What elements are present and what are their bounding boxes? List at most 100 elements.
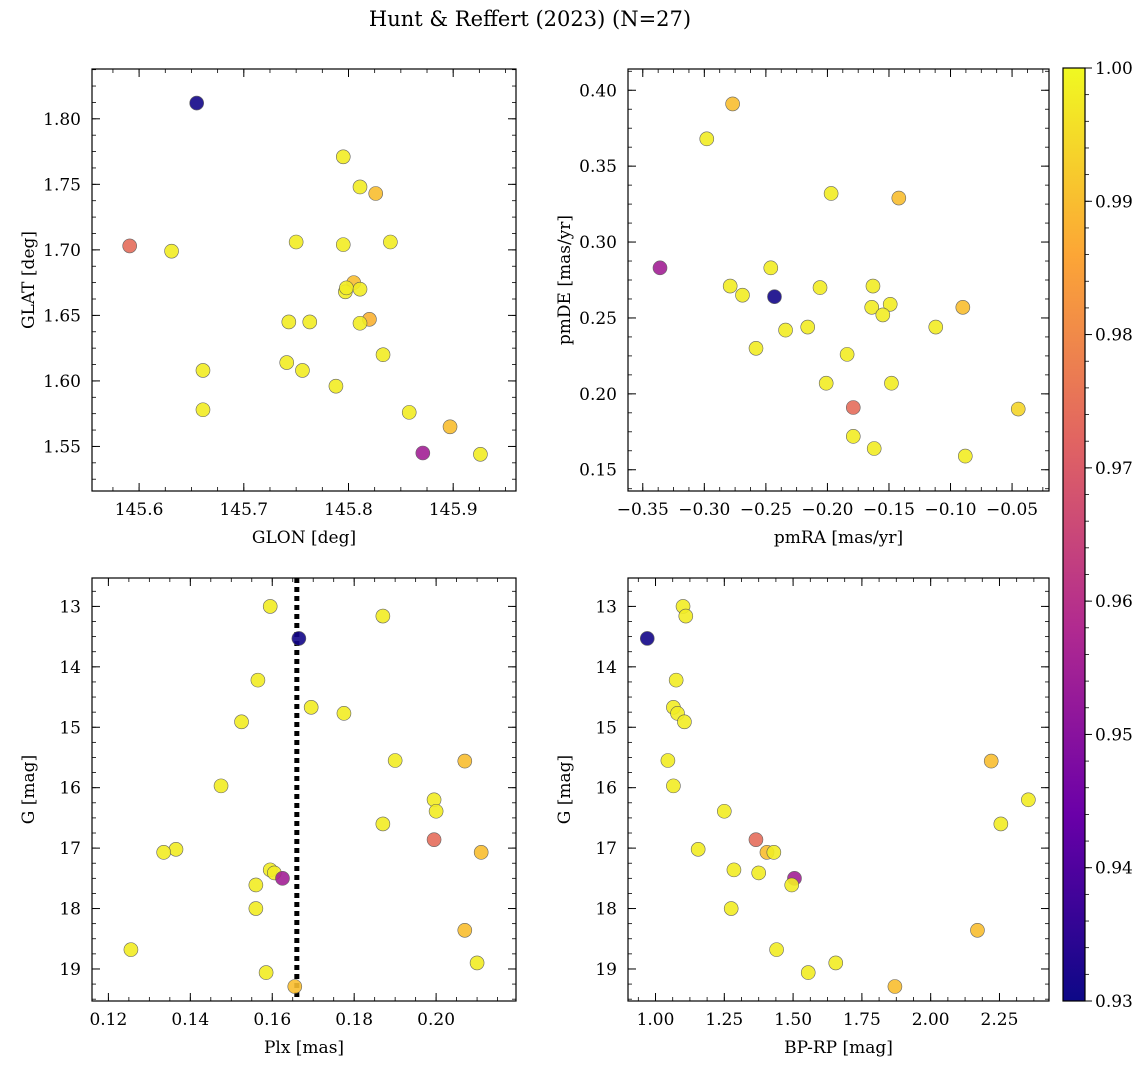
x-tick-label: 145.6	[115, 500, 164, 520]
x-axis-label: pmRA [mas/yr]	[774, 528, 903, 548]
scatter-point	[295, 363, 310, 378]
y-axis-label: GLAT [deg]	[19, 231, 39, 329]
scatter-point	[660, 753, 676, 768]
colorbar-tick-label: 1.00	[1095, 59, 1133, 79]
y-tick-label: 1.70	[43, 241, 81, 261]
scatter-point	[248, 877, 264, 893]
scatter-point	[668, 672, 684, 688]
colorbar-tick-label: 0.95	[1095, 725, 1133, 745]
scatter-point	[690, 842, 706, 857]
y-tick-label: 18	[595, 900, 617, 920]
scatter-point	[955, 300, 971, 315]
axes-frame	[91, 577, 517, 1002]
scatter-point	[352, 315, 368, 331]
scatter-point	[335, 149, 351, 165]
x-tick-label: −0.35	[617, 500, 669, 520]
x-tick-label: 0.18	[335, 1010, 373, 1030]
scatter-point	[845, 400, 861, 415]
x-tick-label: −0.25	[740, 500, 792, 520]
x-tick-label: 145.7	[219, 500, 268, 520]
panel-colour-magnitude: 1.00 1.25 1.50 1.75 2.00 2.25 13 14 15 16 17 18 19 BP…	[555, 577, 1050, 1058]
scatter-point	[865, 278, 881, 294]
scatter-point	[195, 363, 211, 378]
x-axis-label: GLON [deg]	[252, 528, 356, 548]
scatter-point	[457, 753, 473, 769]
scatter-point	[234, 714, 249, 730]
y-tick-label: 19	[59, 960, 81, 980]
panel-parallax-magnitude: 0.12 0.14 0.16 0.18 0.20 13 14 15 16 17 18 19 Plx [m…	[19, 577, 517, 1058]
scatter-point	[375, 347, 391, 363]
scatter-point	[375, 608, 391, 624]
scatter-point	[328, 378, 344, 394]
scatter-point	[763, 260, 779, 276]
x-tick-label: 0.20	[417, 1010, 455, 1030]
scatter-point	[303, 700, 319, 715]
scatter-point	[415, 445, 431, 461]
scatter-point	[279, 355, 295, 370]
scatter-point	[428, 803, 444, 819]
scatter-point	[784, 877, 800, 893]
scatter-point	[168, 842, 184, 857]
x-tick-label: 1.75	[843, 1010, 881, 1030]
scatter-point	[123, 942, 139, 957]
scatter-point	[800, 319, 816, 335]
x-tick-label: 0.16	[253, 1010, 291, 1030]
scatter-point	[751, 865, 767, 881]
scatter-point	[864, 300, 880, 315]
scatter-point	[248, 901, 264, 916]
y-tick-label: 0.30	[579, 233, 617, 253]
scatter-point	[993, 816, 1009, 832]
scatter-point	[250, 672, 266, 688]
scatter-point	[723, 901, 739, 916]
colorbar-tick-label: 0.94	[1095, 859, 1133, 879]
scatter-point	[442, 419, 458, 435]
y-tick-label: 1.65	[43, 306, 81, 326]
scatter-point	[195, 402, 211, 418]
scatter-point	[352, 179, 368, 195]
scatter-point	[368, 186, 384, 201]
scatter-point	[375, 816, 391, 832]
colorbar-tick-label: 0.96	[1095, 592, 1133, 612]
scatter-point	[983, 753, 999, 769]
y-tick-label: 18	[59, 900, 81, 920]
y-tick-label: 14	[595, 658, 617, 678]
x-tick-label: 0.12	[89, 1010, 127, 1030]
scatter-point	[335, 237, 351, 252]
scatter-point	[291, 631, 307, 646]
scatter-point	[275, 871, 290, 886]
scatter-point	[828, 955, 844, 971]
x-tick-label: −0.15	[863, 500, 915, 520]
scatter-point	[717, 803, 732, 819]
scatter-point	[652, 260, 668, 276]
x-tick-label: 1.00	[637, 1010, 675, 1030]
y-tick-label: 15	[595, 718, 617, 738]
x-tick-label: 0.14	[171, 1010, 209, 1030]
scatter-point	[699, 131, 715, 147]
colorbar: 0.93 0.94 0.95 0.96 0.97 0.98 0.99 1.00	[1062, 59, 1133, 1012]
scatter-point	[336, 706, 352, 721]
scatter-point	[778, 322, 793, 338]
y-tick-label: 13	[595, 597, 617, 617]
scatter-point	[839, 347, 855, 362]
scatter-point	[262, 599, 278, 614]
y-tick-label: 0.20	[579, 385, 617, 405]
x-tick-label: 1.25	[705, 1010, 743, 1030]
y-tick-label: 0.25	[579, 309, 617, 329]
scatter-point	[258, 965, 274, 980]
scatter-point	[469, 955, 485, 971]
y-tick-label: 14	[59, 658, 81, 678]
scatter-point	[725, 96, 740, 112]
scatter-point	[352, 281, 368, 297]
y-axis-label: G [mag]	[555, 755, 575, 824]
y-tick-label: 13	[59, 597, 81, 617]
y-tick-label: 17	[595, 839, 617, 859]
scatter-point	[302, 314, 318, 330]
scatter-point	[287, 979, 303, 994]
axes-frame	[91, 68, 517, 492]
scatter-point	[957, 448, 973, 464]
scatter-point	[887, 979, 903, 994]
y-tick-label: 16	[59, 779, 81, 799]
scatter-point	[767, 289, 782, 304]
scatter-point	[473, 447, 488, 462]
x-axis-label: BP-RP [mag]	[784, 1038, 893, 1058]
